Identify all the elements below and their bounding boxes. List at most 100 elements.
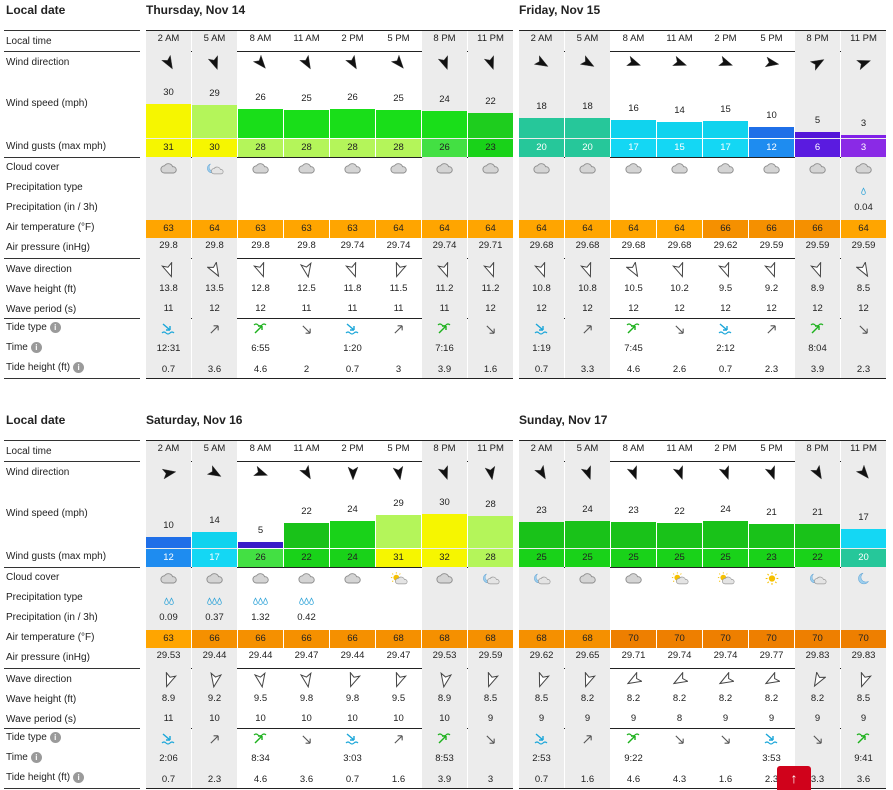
wave-height-value: 8.9 xyxy=(437,693,452,704)
rising-icon xyxy=(376,732,421,750)
wave-period-value: 10 xyxy=(255,713,266,724)
rain-drop-icon xyxy=(841,183,886,201)
row-divider xyxy=(146,461,513,462)
high-tide-icon xyxy=(611,732,656,750)
wave-period-value: 10 xyxy=(393,713,404,724)
row-label-wind-gusts: Wind gusts (max mph) xyxy=(6,141,106,152)
night-shade xyxy=(841,31,886,378)
row-divider xyxy=(519,728,886,729)
tide-time-value: 12:31 xyxy=(156,343,181,354)
info-icon[interactable]: i xyxy=(49,322,61,333)
wind-gust-value: 3 xyxy=(841,139,886,157)
tide-height-value: 0.7 xyxy=(718,364,733,375)
forecast-column: 2 AM 10 12 0.09 63 29.53 8.9 11 2:06 0.7 xyxy=(146,410,191,788)
tide-time-value: 2:06 xyxy=(159,753,178,764)
wave-height-value: 9.8 xyxy=(345,693,360,704)
tide-time-value: 6:55 xyxy=(251,343,270,354)
wind-speed-value: 15 xyxy=(720,104,731,115)
row-label-text: Wind direction xyxy=(6,467,70,478)
time-label: 5 PM xyxy=(387,33,410,44)
rising-icon xyxy=(192,732,237,750)
air-temperature-value: 66 xyxy=(284,630,329,648)
wave-height-value: 13.8 xyxy=(159,283,178,294)
partly-sunny-icon xyxy=(703,572,748,590)
info-icon[interactable]: i xyxy=(30,342,42,353)
low-tide-icon xyxy=(146,322,191,340)
row-label-wave-height: Wave height (ft) xyxy=(6,284,76,295)
info-icon[interactable]: i xyxy=(49,732,61,743)
time-label: 2 AM xyxy=(530,443,553,454)
wind-direction-arrow-icon xyxy=(376,54,421,77)
forecast-column: 2 PM 15 17 66 29.62 9.5 12 2:12 0.7 xyxy=(703,0,748,378)
night-shade xyxy=(146,31,191,378)
wave-direction-arrow-icon xyxy=(376,671,421,694)
wave-period-value: 10 xyxy=(301,713,312,724)
row-label-text: Wind speed (mph) xyxy=(6,508,88,519)
wind-speed-value: 29 xyxy=(393,498,404,509)
wave-height-value: 12.8 xyxy=(251,283,270,294)
info-icon[interactable]: i xyxy=(73,362,85,373)
wind-speed-bar xyxy=(749,524,794,548)
time-label: 2 PM xyxy=(714,33,737,44)
wind-gust-value: 25 xyxy=(657,549,702,567)
rain-3-icon xyxy=(192,593,237,611)
wave-direction-arrow-icon xyxy=(330,671,375,694)
wind-speed-bar xyxy=(703,121,748,138)
falling-icon xyxy=(468,732,513,750)
cloud-icon xyxy=(841,162,886,180)
row-divider xyxy=(146,51,513,52)
row-divider xyxy=(4,728,140,729)
night-shade xyxy=(422,31,467,378)
time-label: 2 AM xyxy=(530,33,553,44)
tide-time-value: 9:22 xyxy=(624,753,643,764)
wave-period-value: 10 xyxy=(347,713,358,724)
time-label: 8 PM xyxy=(433,443,456,454)
wind-gust-value: 17 xyxy=(611,139,656,157)
high-tide-icon xyxy=(422,322,467,340)
row-label-local-time: Local time xyxy=(6,446,52,457)
scroll-to-top-button[interactable]: ↑ xyxy=(777,766,811,790)
wind-speed-value: 22 xyxy=(674,506,685,517)
tide-time-value: 8:04 xyxy=(808,343,827,354)
forecast-column: 2 AM 23 25 68 29.62 8.5 9 2:53 0.7 xyxy=(519,410,564,788)
wave-direction-arrow-icon xyxy=(519,261,564,284)
time-label: 11 PM xyxy=(477,33,504,44)
row-label-text: Precipitation (in / 3h) xyxy=(6,202,98,213)
row-label-wave-period: Wave period (s) xyxy=(6,714,76,725)
air-temperature-value: 64 xyxy=(422,220,467,238)
air-temperature-value: 64 xyxy=(376,220,421,238)
wind-speed-bar xyxy=(749,127,794,138)
info-icon[interactable]: i xyxy=(30,752,42,763)
row-divider xyxy=(146,567,513,568)
forecast-column: 11 AM 14 15 64 29.68 10.2 12 2.6 xyxy=(657,0,702,378)
wave-direction-arrow-icon xyxy=(703,671,748,694)
wave-period-value: 12 xyxy=(582,303,593,314)
forecast-column: 11 PM 17 20 70 29.83 8.5 9 9:41 3.6 xyxy=(841,410,886,788)
tide-height-value: 1.6 xyxy=(391,774,406,785)
info-icon[interactable]: i xyxy=(73,772,85,783)
wind-speed-bar xyxy=(284,110,329,138)
tide-time-value: 1:20 xyxy=(343,343,362,354)
wave-height-value: 9.5 xyxy=(718,283,733,294)
row-label-text: Air pressure (inHg) xyxy=(6,652,90,663)
air-temperature-value: 68 xyxy=(519,630,564,648)
forecast-column: 5 AM 24 25 68 29.65 8.2 9 1.6 xyxy=(565,410,610,788)
wind-gust-value: 6 xyxy=(795,139,840,157)
forecast-column: 5 AM 18 20 64 29.68 10.8 12 3.3 xyxy=(565,0,610,378)
wind-direction-arrow-icon xyxy=(657,55,702,77)
wind-direction-arrow-icon xyxy=(749,55,794,77)
wind-speed-bar xyxy=(519,118,564,138)
row-label-precip-type: Precipitation type xyxy=(6,182,83,193)
row-divider xyxy=(146,157,513,158)
wind-speed-bar xyxy=(146,537,191,548)
time-label: 5 PM xyxy=(760,33,783,44)
wind-speed-bar xyxy=(330,109,375,138)
wind-gust-value: 31 xyxy=(376,549,421,567)
wave-height-value: 8.5 xyxy=(856,283,871,294)
row-divider xyxy=(4,258,140,259)
forecast-column: 8 PM 24 26 64 29.74 11.2 11 7:16 3.9 xyxy=(422,0,467,378)
cloud-icon xyxy=(519,162,564,180)
air-temperature-value: 63 xyxy=(284,220,329,238)
wind-direction-arrow-icon xyxy=(519,464,564,487)
time-label: 11 AM xyxy=(666,443,693,454)
